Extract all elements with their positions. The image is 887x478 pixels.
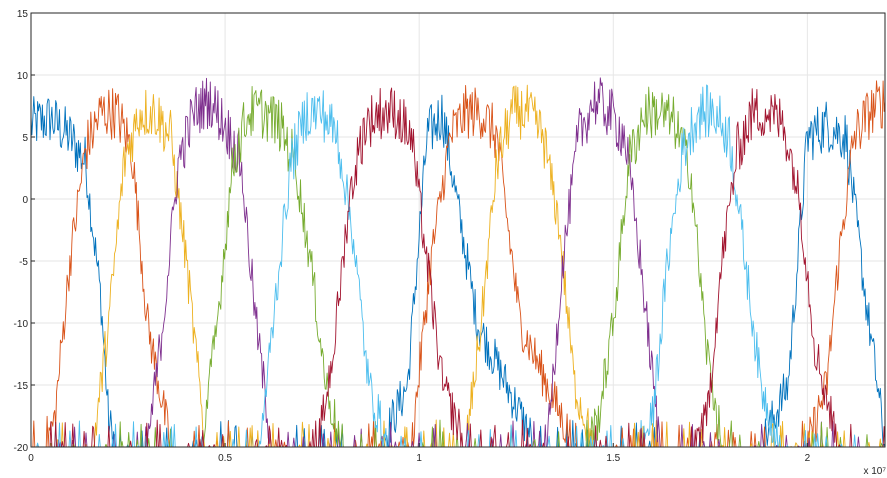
y-tick-label: -20 <box>14 443 29 454</box>
y-tick-label: -10 <box>14 319 29 330</box>
x-tick-label: 0.5 <box>218 453 232 464</box>
y-tick-label: 5 <box>22 133 28 144</box>
plot-frame <box>30 12 886 448</box>
y-tick-label: -15 <box>14 381 29 392</box>
x-tick-label: 1.5 <box>606 453 620 464</box>
y-tick-label: -5 <box>19 257 28 268</box>
x-tick-label: 1 <box>416 453 422 464</box>
ticks: 0 0.5 1 1.5 2 15 10 5 0 -5 -10 -15 -20 <box>14 9 811 464</box>
x-tick-label: 2 <box>805 453 811 464</box>
series-line-2 <box>31 80 886 448</box>
series-group <box>30 77 886 448</box>
grid <box>30 12 885 448</box>
y-tick-label: 15 <box>17 9 29 20</box>
x-tick-label: 0 <box>28 453 34 464</box>
y-tick-label: 0 <box>22 195 28 206</box>
y-tick-label: 10 <box>17 71 29 82</box>
x-exponent-label: x 10⁷ <box>863 466 886 477</box>
